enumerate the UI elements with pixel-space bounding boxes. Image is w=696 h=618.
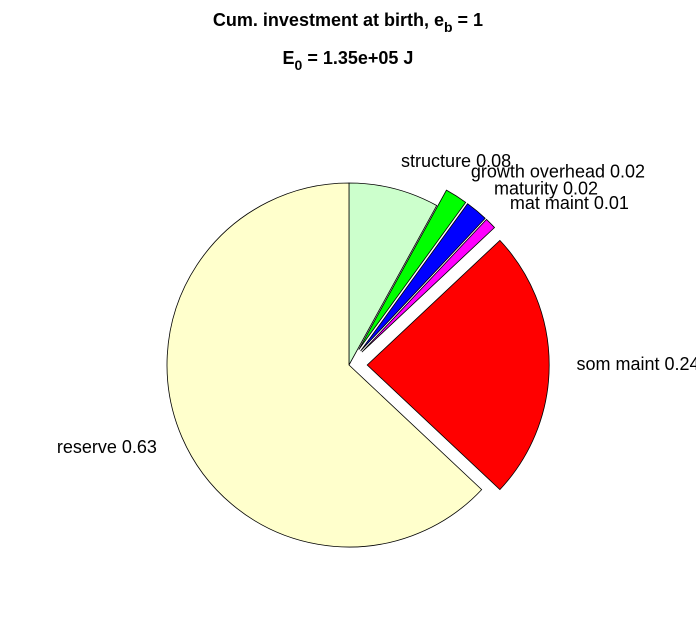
slice-label: structure 0.08 xyxy=(401,151,511,171)
title-rest: = 1 xyxy=(453,10,484,30)
pie-slice xyxy=(361,218,496,353)
title-rest: = 1.35e+05 J xyxy=(302,48,413,68)
pie-slice xyxy=(360,203,486,352)
slice-label: som maint 0.24 xyxy=(577,354,696,374)
title-text: Cum. investment at birth, e xyxy=(213,10,444,30)
pie-slice xyxy=(348,182,438,366)
slice-label: growth overhead 0.02 xyxy=(471,162,645,182)
pie-slice xyxy=(166,182,483,548)
pie-slice xyxy=(366,239,550,491)
title-sub: b xyxy=(444,19,453,35)
title-text: E xyxy=(283,48,295,68)
slice-label: mat maint 0.01 xyxy=(510,193,629,213)
chart-subtitle: E0 = 1.35e+05 J xyxy=(283,48,414,73)
title-sub: 0 xyxy=(295,57,303,73)
pie-slice xyxy=(358,189,467,350)
slice-label: reserve 0.63 xyxy=(57,437,157,457)
slice-label: maturity 0.02 xyxy=(494,178,598,198)
chart-title: Cum. investment at birth, eb = 1 xyxy=(213,10,483,35)
